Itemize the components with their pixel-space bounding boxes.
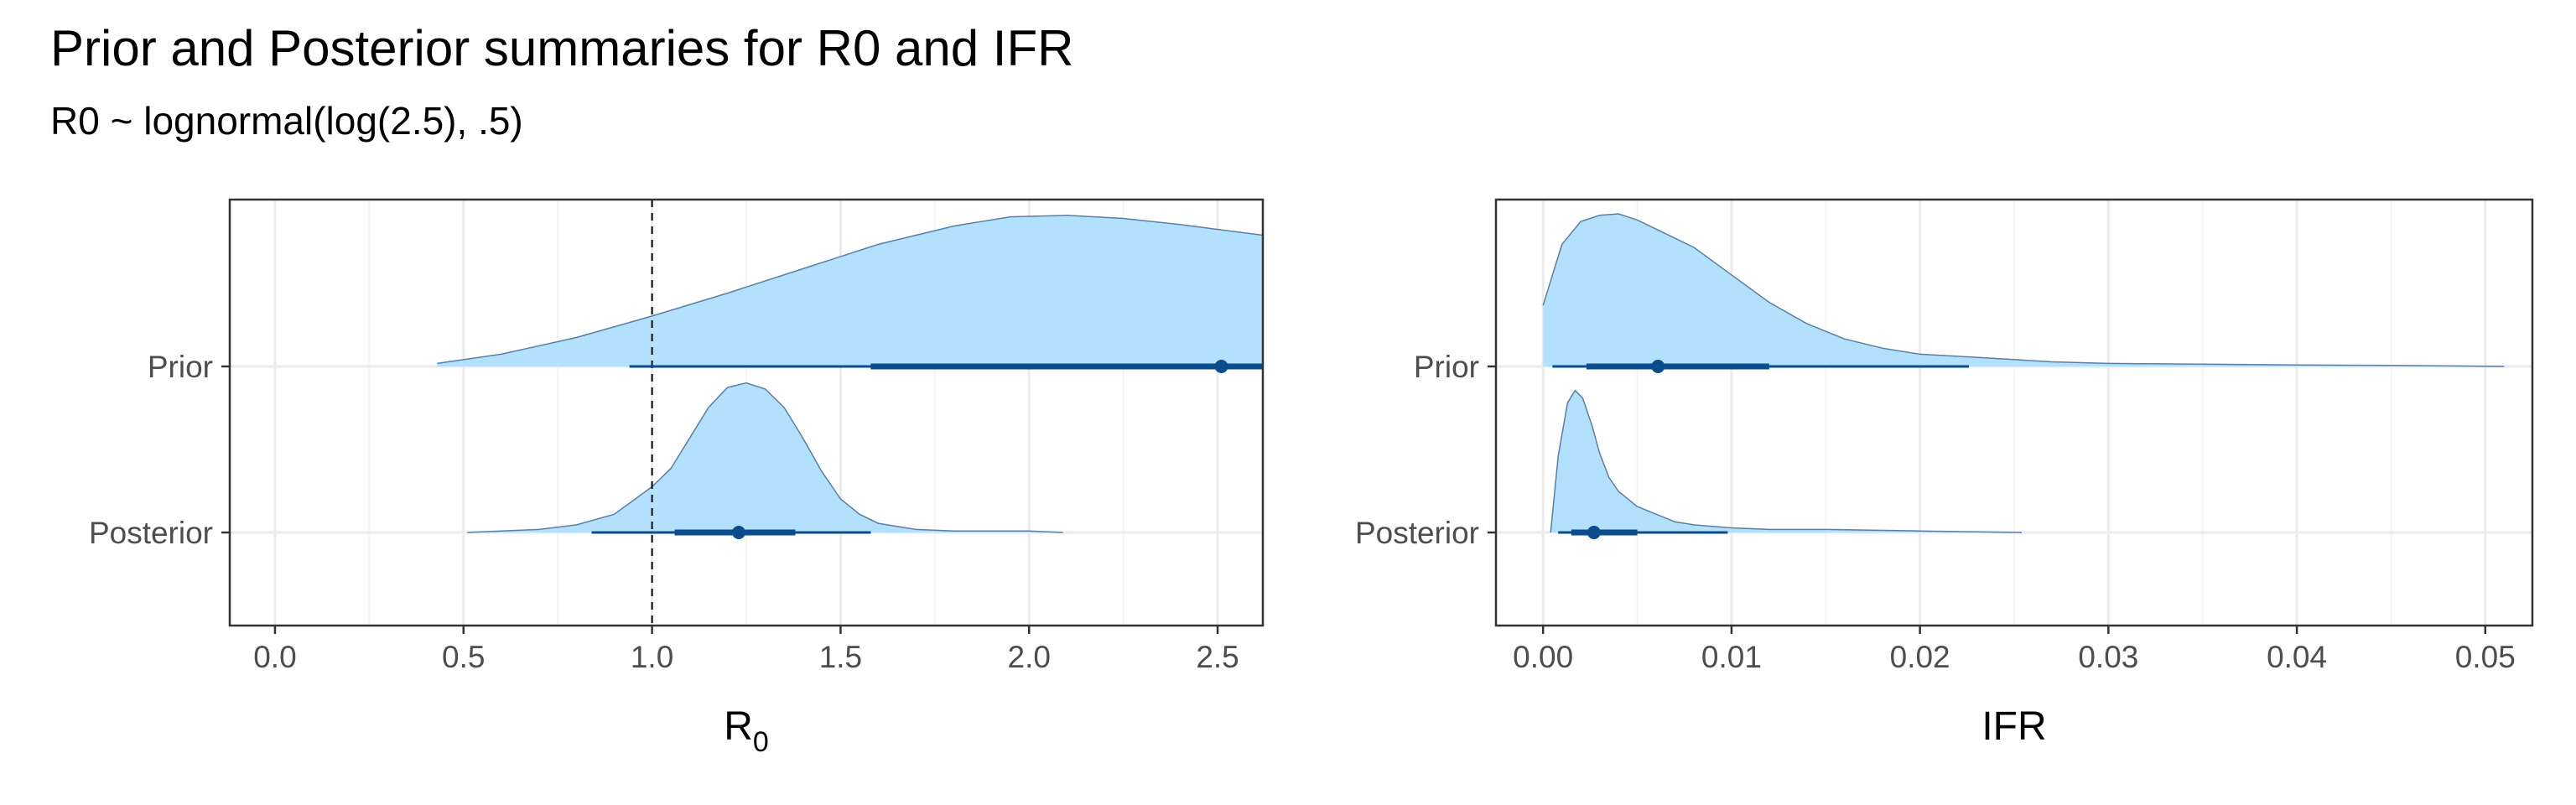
x-tick-label: 0.0 — [253, 640, 296, 674]
panel-ifr: Prior Posterior 0.00 0.01 0.02 0.03 0.04 0.05 IF… — [1355, 198, 2534, 749]
x-tick-label: 1.0 — [631, 640, 673, 674]
panel-r0: Prior Posterior 0.0 0.5 1.0 1.5 2.0 2.5 R0 — [89, 198, 1265, 758]
density-prior — [437, 215, 1263, 366]
x-tick-label: 0.05 — [2455, 640, 2516, 674]
panel-border — [228, 198, 1265, 627]
x-axis-title-subscript: 0 — [753, 726, 769, 758]
y-tick-label: Prior — [1414, 350, 1479, 384]
point-estimate-prior — [1651, 360, 1665, 373]
y-tick-label: Posterior — [1355, 516, 1479, 550]
density-outline-posterior — [467, 382, 1063, 533]
panel-plot-area — [1542, 213, 2505, 539]
density-posterior — [467, 382, 1063, 532]
y-tick-label: Prior — [148, 350, 213, 384]
x-tick-label: 0.03 — [2078, 640, 2138, 674]
x-tick-label: 0.00 — [1513, 640, 1573, 674]
point-estimate-prior — [1214, 360, 1228, 373]
density-posterior — [1550, 390, 2022, 532]
density-outline-prior — [1542, 213, 2505, 367]
chart-title: Prior and Posterior summaries for R0 and… — [50, 20, 1074, 76]
point-estimate-posterior — [1587, 526, 1601, 539]
x-tick-label: 0.02 — [1890, 640, 1950, 674]
y-tick-label: Posterior — [89, 516, 213, 550]
x-tick-label: 0.04 — [2267, 640, 2327, 674]
x-tick-label: 2.0 — [1008, 640, 1051, 674]
panel-plot-area — [437, 200, 1263, 626]
point-estimate-posterior — [732, 526, 746, 539]
x-tick-label: 0.5 — [442, 640, 485, 674]
x-axis-title: IFR — [1981, 704, 2046, 749]
x-tick-label: 0.01 — [1701, 640, 1762, 674]
x-tick-label: 2.5 — [1196, 640, 1239, 674]
density-outline-posterior — [1550, 389, 2023, 533]
x-axis-title: R0 — [724, 704, 769, 758]
density-prior — [1543, 214, 2505, 366]
x-tick-label: 1.5 — [819, 640, 862, 674]
density-outline-prior — [437, 215, 1263, 365]
chart-subtitle: R0 ~ lognormal(log(2.5), .5) — [50, 99, 523, 143]
panel-border — [1494, 198, 2534, 627]
